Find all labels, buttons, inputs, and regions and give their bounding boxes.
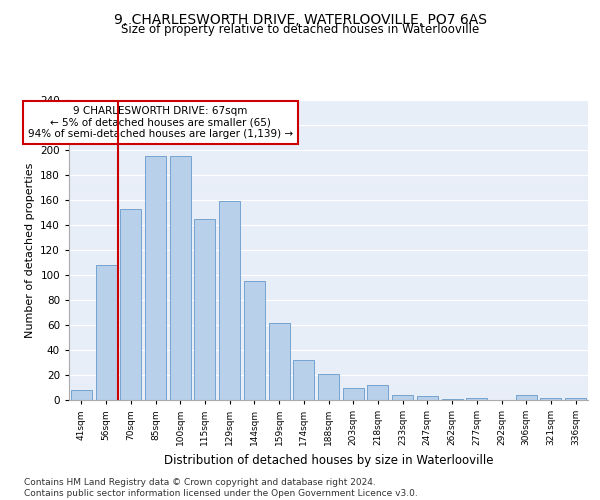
Y-axis label: Number of detached properties: Number of detached properties	[25, 162, 35, 338]
Bar	[318, 374, 339, 400]
Bar	[367, 385, 388, 400]
Text: Contains HM Land Registry data © Crown copyright and database right 2024.
Contai: Contains HM Land Registry data © Crown c…	[24, 478, 418, 498]
Bar	[442, 399, 463, 400]
Text: 9, CHARLESWORTH DRIVE, WATERLOOVILLE, PO7 6AS: 9, CHARLESWORTH DRIVE, WATERLOOVILLE, PO…	[113, 12, 487, 26]
Bar	[516, 395, 537, 400]
Bar	[120, 209, 141, 400]
Bar	[466, 398, 487, 400]
Bar	[343, 388, 364, 400]
Bar	[219, 201, 240, 400]
Bar	[565, 398, 586, 400]
Bar	[145, 156, 166, 400]
Bar	[392, 395, 413, 400]
X-axis label: Distribution of detached houses by size in Waterlooville: Distribution of detached houses by size …	[164, 454, 493, 466]
Text: Size of property relative to detached houses in Waterlooville: Size of property relative to detached ho…	[121, 22, 479, 36]
Text: 9 CHARLESWORTH DRIVE: 67sqm
← 5% of detached houses are smaller (65)
94% of semi: 9 CHARLESWORTH DRIVE: 67sqm ← 5% of deta…	[28, 106, 293, 139]
Bar	[244, 281, 265, 400]
Bar	[269, 322, 290, 400]
Bar	[194, 219, 215, 400]
Bar	[71, 390, 92, 400]
Bar	[417, 396, 438, 400]
Bar	[95, 265, 116, 400]
Bar	[293, 360, 314, 400]
Bar	[170, 156, 191, 400]
Bar	[541, 398, 562, 400]
